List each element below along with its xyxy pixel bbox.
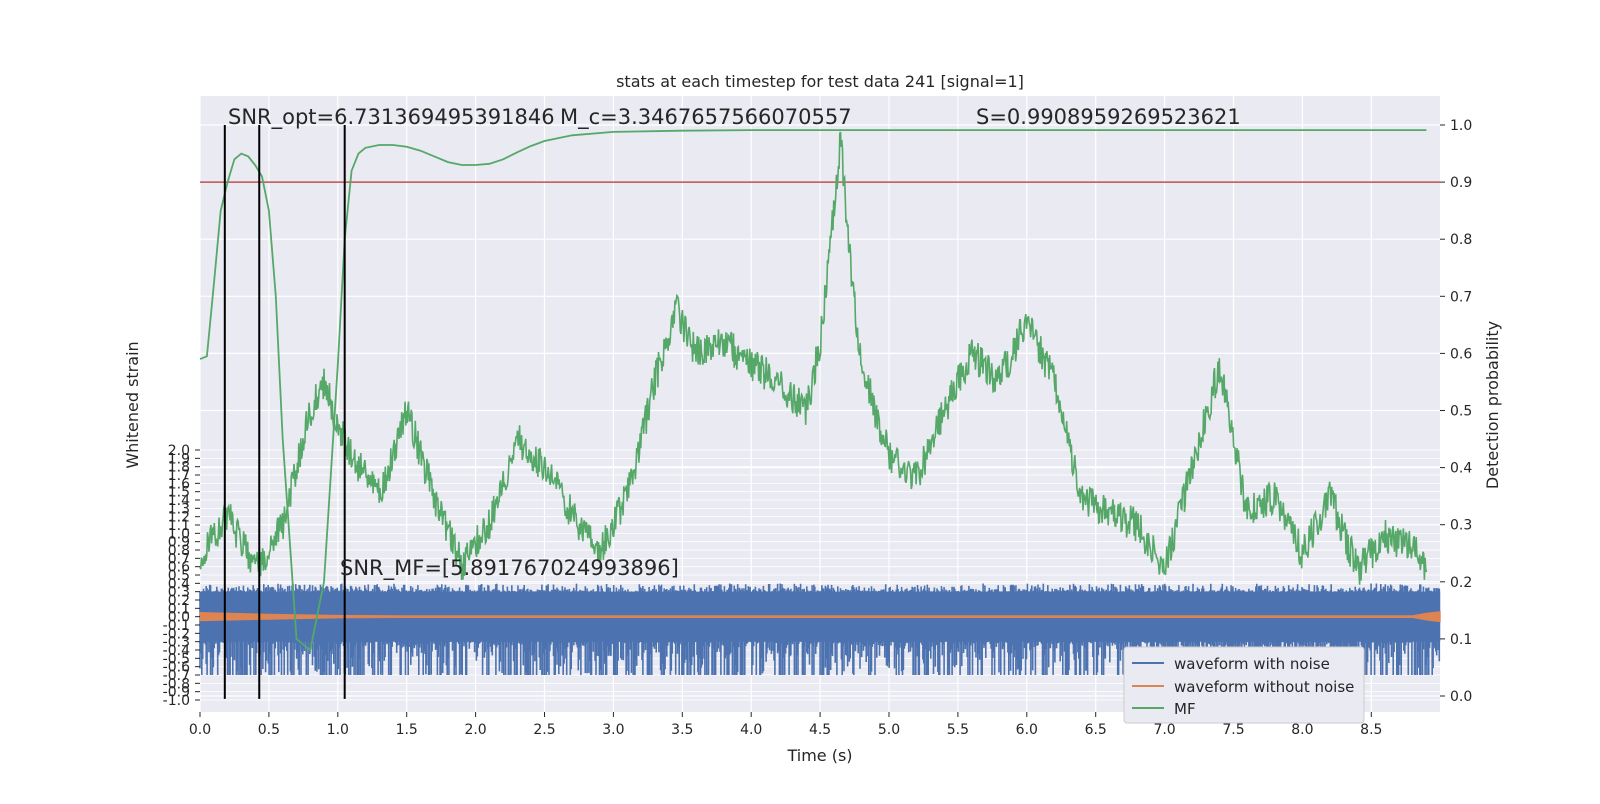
left-tick-label: -0.8 [163,676,190,692]
mf-probability-line [199,131,1428,585]
right-axis-label: Detection probability [1483,321,1502,489]
legend-label-clean: waveform without noise [1174,678,1354,696]
x-tick-label: 1.0 [327,722,349,738]
x-tick-label: 5.5 [947,722,969,738]
chart-title: stats at each timestep for test data 241… [616,72,1024,91]
annotation-s: S=0.9908959269523621 [976,105,1241,129]
x-tick-label: 7.0 [1153,722,1175,738]
left-tick-label: 0.8 [168,543,190,559]
right-tick-label: 0.4 [1450,461,1472,477]
left-tick-label: 1.9 [168,451,190,467]
right-tick-label: 0.6 [1450,346,1472,362]
left-tick-label: 0.1 [168,601,190,617]
legend-box [1123,646,1365,724]
left-tick-label: -0.2 [163,626,190,642]
x-tick-label: 6.0 [1016,722,1038,738]
left-tick-label: -0.1 [163,618,190,634]
clean-waveform [199,611,1441,623]
left-tick-label: 1.0 [168,526,190,542]
left-tick-label: 1.3 [168,501,190,517]
left-tick-label: 1.2 [168,510,190,526]
legend-label-mf: MF [1174,700,1196,718]
left-tick-label: 0.0 [168,610,190,626]
x-tick-label: 2.0 [464,722,486,738]
x-tick-label: 1.5 [396,722,418,738]
annotation-snr-mf: SNR_MF=[5.891767024993896] [340,556,679,581]
x-axis-label: Time (s) [786,746,852,765]
left-tick-label: 1.1 [168,518,190,534]
right-tick-label: 0.8 [1450,232,1472,248]
left-tick-label: -1.0 [163,693,190,709]
left-tick-label: 1.4 [168,493,190,509]
left-tick-label: 0.6 [168,560,190,576]
mf-statistic-line [199,129,1427,652]
x-tick-label: 3.0 [602,722,624,738]
legend-label-noise: waveform with noise [1174,655,1330,673]
right-tick-label: 0.3 [1450,518,1472,534]
left-axis-label: Whitened strain [123,341,142,468]
vertical-lines [223,125,346,699]
left-tick-label: -0.3 [163,635,190,651]
left-tick-label: -0.4 [163,643,190,659]
x-tick-label: 5.0 [878,722,900,738]
annotation-snr-opt: SNR_opt=6.731369495391846 [228,105,555,130]
left-tick-label: 2.0 [168,443,190,459]
right-tick-label: 0.5 [1450,404,1472,420]
series-clean [199,611,1441,623]
legend: waveform with noise waveform without noi… [1123,646,1365,724]
left-tick-label: 1.7 [168,468,190,484]
x-tick-label: 4.5 [809,722,831,738]
left-tick-label: 0.9 [168,535,190,551]
x-ticks: 0.0 0.5 1.0 1.5 2.0 2.5 3.0 3.5 4.0 4.5 5.0 5.5 6.0 6… [189,712,1382,738]
x-tick-label: 2.5 [533,722,555,738]
right-tick-label: 0.1 [1450,632,1472,648]
x-tick-label: 4.0 [740,722,762,738]
left-tick-label: 1.8 [168,460,190,476]
right-tick-label: 0.7 [1450,289,1472,305]
x-tick-label: 0.5 [258,722,280,738]
series-mf [199,129,1440,652]
x-tick-label: 8.5 [1360,722,1382,738]
left-tick-label: -0.5 [163,651,190,667]
x-tick-label: 0.0 [189,722,211,738]
x-tick-label: 3.5 [671,722,693,738]
left-tick-label: -0.7 [163,668,190,684]
left-tick-label: 0.3 [168,585,190,601]
left-tick-label: 0.5 [168,568,190,584]
left-tick-label: 0.7 [168,551,190,567]
right-tick-label: 1.0 [1450,118,1472,134]
x-tick-label: 7.5 [1222,722,1244,738]
right-tick-label: 0.0 [1450,689,1472,705]
right-tick-label: 0.9 [1450,175,1472,191]
annotation-mc: M_c=3.3467657566070557 [560,105,852,130]
left-tick-label: 0.2 [168,593,190,609]
right-tick-label: 0.2 [1450,575,1472,591]
x-tick-label: 8.0 [1291,722,1313,738]
right-ticks: 0.0 0.1 0.2 0.3 0.4 0.5 0.6 0.7 0.8 0.9 1.0 [1440,118,1472,705]
left-ticks: -1.0-0.9-0.8-0.7-0.6-0.5-0.4-0.3-0.2-0.1… [163,443,200,709]
left-tick-label: 1.5 [168,485,190,501]
left-tick-label: -0.6 [163,660,190,676]
left-tick-label: -0.9 [163,685,190,701]
left-tick-label: 1.6 [168,476,190,492]
left-tick-label: 0.4 [168,576,190,592]
x-tick-label: 6.5 [1085,722,1107,738]
